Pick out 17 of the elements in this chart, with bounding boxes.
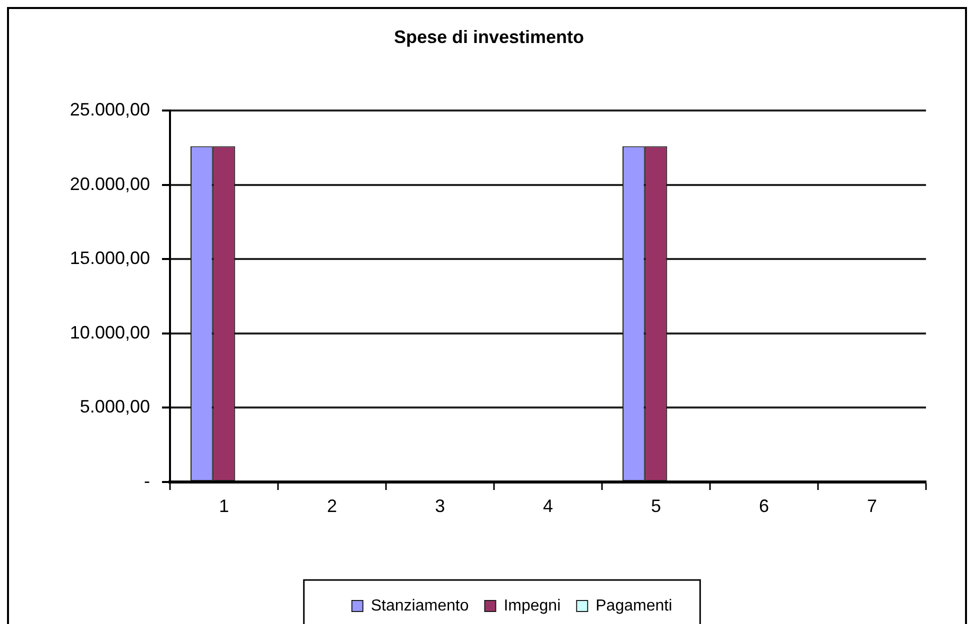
y-tick-label: -	[144, 470, 150, 491]
y-tick-label: 5.000,00	[80, 396, 150, 417]
x-tick-label: 2	[326, 496, 338, 516]
x-tick-label: 3	[434, 496, 446, 516]
y-tick-label: 10.000,00	[70, 322, 150, 342]
legend-label: Stanziamento	[370, 597, 469, 614]
chart-title: Spese di investimento	[394, 26, 584, 47]
x-tick-label: 4	[542, 496, 554, 516]
y-tick-label: 20.000,00	[70, 174, 150, 194]
y-tick-label: 25.000,00	[70, 100, 150, 120]
x-tick-label: 1	[218, 496, 230, 516]
legend-label: Pagamenti	[596, 597, 672, 614]
x-tick-label: 7	[866, 496, 878, 516]
y-tick-label: 15.000,00	[70, 248, 150, 268]
legend-label: Impegni	[504, 597, 561, 614]
x-tick-label: 5	[650, 496, 662, 516]
x-tick-label: 6	[758, 496, 770, 516]
